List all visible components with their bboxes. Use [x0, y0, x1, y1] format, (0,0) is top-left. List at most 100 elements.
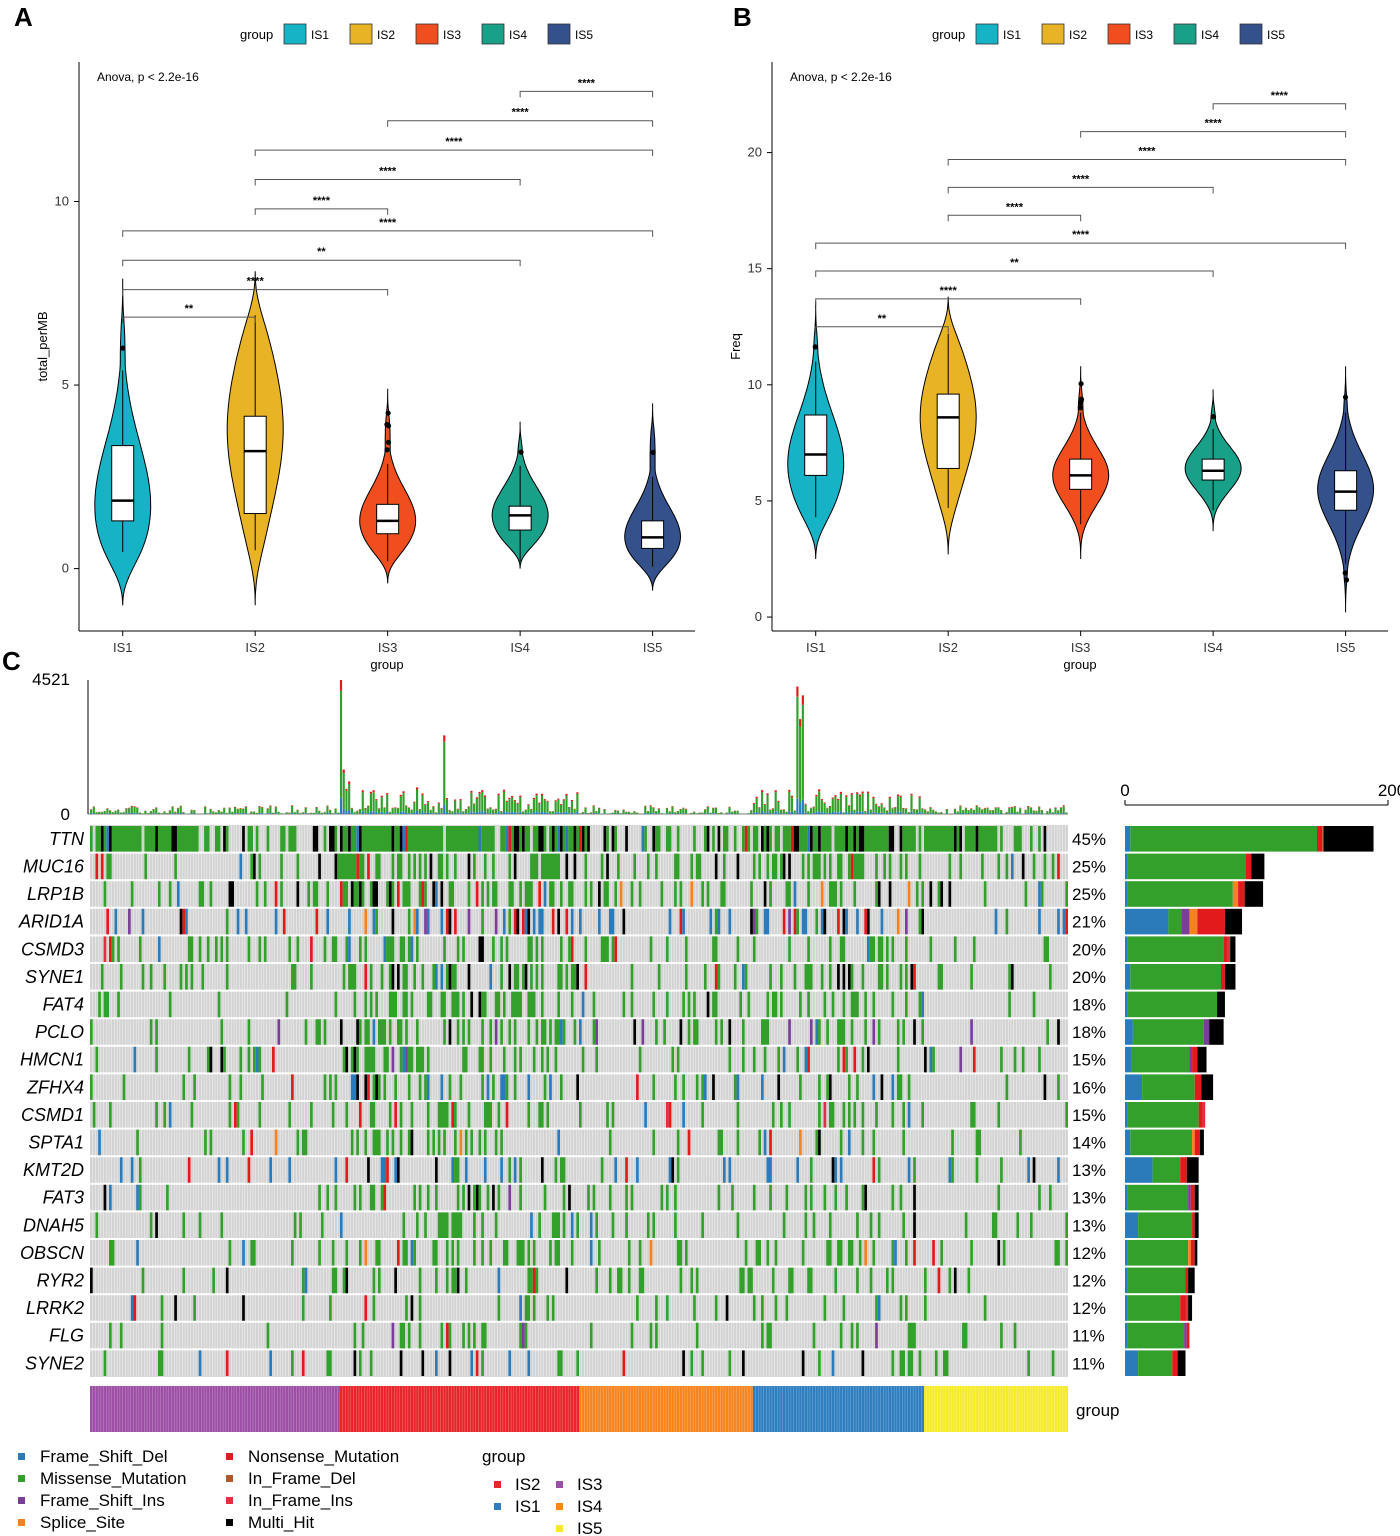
x-tick-label: IS3 — [378, 640, 398, 655]
sig-bracket — [815, 242, 1347, 250]
outlier-IS3 — [385, 423, 392, 429]
sig-label: **** — [1006, 201, 1024, 213]
sig-label: ** — [1010, 257, 1019, 269]
gene-label-KMT2D: KMT2D — [23, 1160, 84, 1180]
side-bar-ZFHX4-MIS — [1142, 1074, 1195, 1100]
legend-group-swatch-IS3 — [556, 1481, 563, 1488]
side-bar-DNAH5-FSD — [1125, 1212, 1139, 1238]
side-bar-ARID1A-FSD — [1125, 908, 1169, 935]
side-bar-LRRK2-FSD — [1125, 1295, 1128, 1321]
legend-label-Frame_Shift_Del: Frame_Shift_Del — [40, 1447, 168, 1466]
gene-label-ARID1A: ARID1A — [18, 912, 84, 932]
legend-group-swatch-IS1 — [494, 1503, 501, 1510]
side-bar-FLG-MIS — [1127, 1322, 1185, 1349]
outlier-IS1 — [120, 345, 126, 351]
side-bar-HMCN1-MH — [1197, 1046, 1207, 1073]
side-bar-TTN-MIS — [1130, 826, 1317, 852]
gene-percentage-LRRK2: 12% — [1072, 1299, 1106, 1318]
side-bar-MUC16-FSD — [1125, 853, 1128, 880]
legend-label-In_Frame_Ins: In_Frame_Ins — [248, 1491, 353, 1510]
box-IS2 — [243, 415, 267, 515]
mutation-cells-SYNE2-MIS — [103, 1350, 1055, 1376]
group-track-lines-IS2 — [342, 1386, 577, 1432]
side-bar-CSMD3-IFI — [1227, 936, 1231, 962]
outlier-IS1 — [812, 344, 818, 350]
legend-group-swatch-IS2 — [494, 1481, 501, 1488]
side-bar-FAT3-FSI — [1188, 1184, 1191, 1211]
gene-percentage-PCLO: 18% — [1072, 1023, 1106, 1042]
gene-label-SYNE1: SYNE1 — [25, 967, 84, 987]
legend-swatch-Splice_Site — [18, 1519, 25, 1526]
outlier-IS5 — [1342, 570, 1348, 576]
y-tick-label: 0 — [755, 609, 762, 624]
outlier-IS5 — [650, 449, 656, 456]
gene-label-TTN: TTN — [49, 829, 85, 849]
mutation-cells-CSMD1-NON — [233, 1102, 672, 1128]
side-bar-FLG-NON — [1186, 1322, 1190, 1349]
side-bar-RYR2-NON — [1185, 1267, 1189, 1294]
gene-label-MUC16: MUC16 — [23, 856, 85, 876]
legend-label-IS5: IS5 — [1267, 28, 1285, 42]
legend-key-IS2 — [1041, 23, 1065, 45]
box-IS5 — [641, 520, 665, 549]
side-bar-LRP1B-MIS — [1127, 881, 1233, 907]
legend-group-label-IS5: IS5 — [577, 1519, 603, 1536]
side-bar-OBSCN-SPL — [1188, 1240, 1191, 1266]
side-bar-SYNE2-NON — [1172, 1350, 1178, 1376]
sig-label: ** — [317, 246, 326, 258]
legend-title-B: group — [932, 27, 965, 42]
side-bar-SPTA1-SPL — [1192, 1129, 1195, 1156]
x-tick-label: IS4 — [510, 640, 530, 655]
gene-label-HMCN1: HMCN1 — [20, 1050, 84, 1070]
side-bar-LRP1B-NON — [1238, 881, 1245, 907]
legend-label-IS5: IS5 — [575, 28, 593, 42]
side-bar-ARID1A-FSI — [1181, 908, 1190, 935]
panel-letter-C: C — [2, 646, 21, 676]
legend-group-label-IS3: IS3 — [577, 1475, 603, 1494]
x-tick-label: IS2 — [938, 640, 958, 655]
side-bar-ZFHX4-FSD — [1125, 1074, 1143, 1100]
sig-label: **** — [1138, 146, 1156, 158]
side-bar-PCLO-MIS — [1132, 1019, 1204, 1045]
side-bar-DNAH5-MIS — [1138, 1212, 1193, 1238]
mutation-cells-RYR2-MIS — [141, 1267, 971, 1294]
group-track-lines-IS4 — [581, 1386, 751, 1432]
legend-label-IS4: IS4 — [509, 28, 527, 42]
gene-percentage-FAT3: 13% — [1072, 1189, 1106, 1208]
mutation-cells-FAT3-MIS — [138, 1184, 1052, 1211]
mutation-cells-LRP1B-MH — [228, 881, 952, 907]
x-tick-label: IS1 — [806, 640, 826, 655]
side-bar-DNAH5-NON — [1192, 1212, 1195, 1238]
gene-label-RYR2: RYR2 — [37, 1270, 84, 1290]
side-bar-SPTA1-MIS — [1130, 1129, 1193, 1156]
gene-percentage-KMT2D: 13% — [1072, 1161, 1106, 1180]
legend-key-IS5 — [1239, 23, 1263, 45]
gene-label-OBSCN: OBSCN — [20, 1243, 85, 1263]
sig-bracket — [122, 230, 654, 237]
group-track-lines-IS3 — [92, 1386, 338, 1432]
side-bar-CSMD3-NON — [1223, 936, 1228, 962]
sig-bracket — [254, 178, 521, 186]
gene-percentage-SYNE1: 20% — [1072, 968, 1106, 987]
y-axis-title: Freq — [728, 333, 743, 360]
side-bar-CSMD3-MIS — [1127, 936, 1224, 962]
legend-label-Frame_Shift_Ins: Frame_Shift_Ins — [40, 1491, 165, 1510]
gene-label-DNAH5: DNAH5 — [23, 1215, 85, 1235]
gene-percentage-TTN: 45% — [1072, 830, 1106, 849]
anova-label: Anova, p < 2.2e-16 — [97, 70, 199, 84]
legend-group-label-IS2: IS2 — [515, 1475, 541, 1494]
legend-key-IS2 — [349, 23, 373, 45]
panel-letter-A: A — [14, 2, 33, 32]
legend-label-IS3: IS3 — [1135, 28, 1153, 42]
side-bar-MUC16-MIS — [1127, 853, 1246, 880]
side-bar-TTN-IFD — [1322, 826, 1324, 852]
sig-label: **** — [1072, 229, 1090, 241]
legend-label-Nonsense_Mutation: Nonsense_Mutation — [248, 1447, 399, 1466]
legend-swatch-Nonsense_Mutation — [226, 1453, 233, 1460]
side-bar-SPTA1-MH — [1199, 1129, 1204, 1156]
sig-label: **** — [512, 107, 530, 119]
side-bar-LRRK2-MH — [1188, 1295, 1193, 1321]
side-bar-MUC16-NON — [1245, 853, 1252, 880]
side-bar-OBSCN-NON — [1190, 1240, 1195, 1266]
